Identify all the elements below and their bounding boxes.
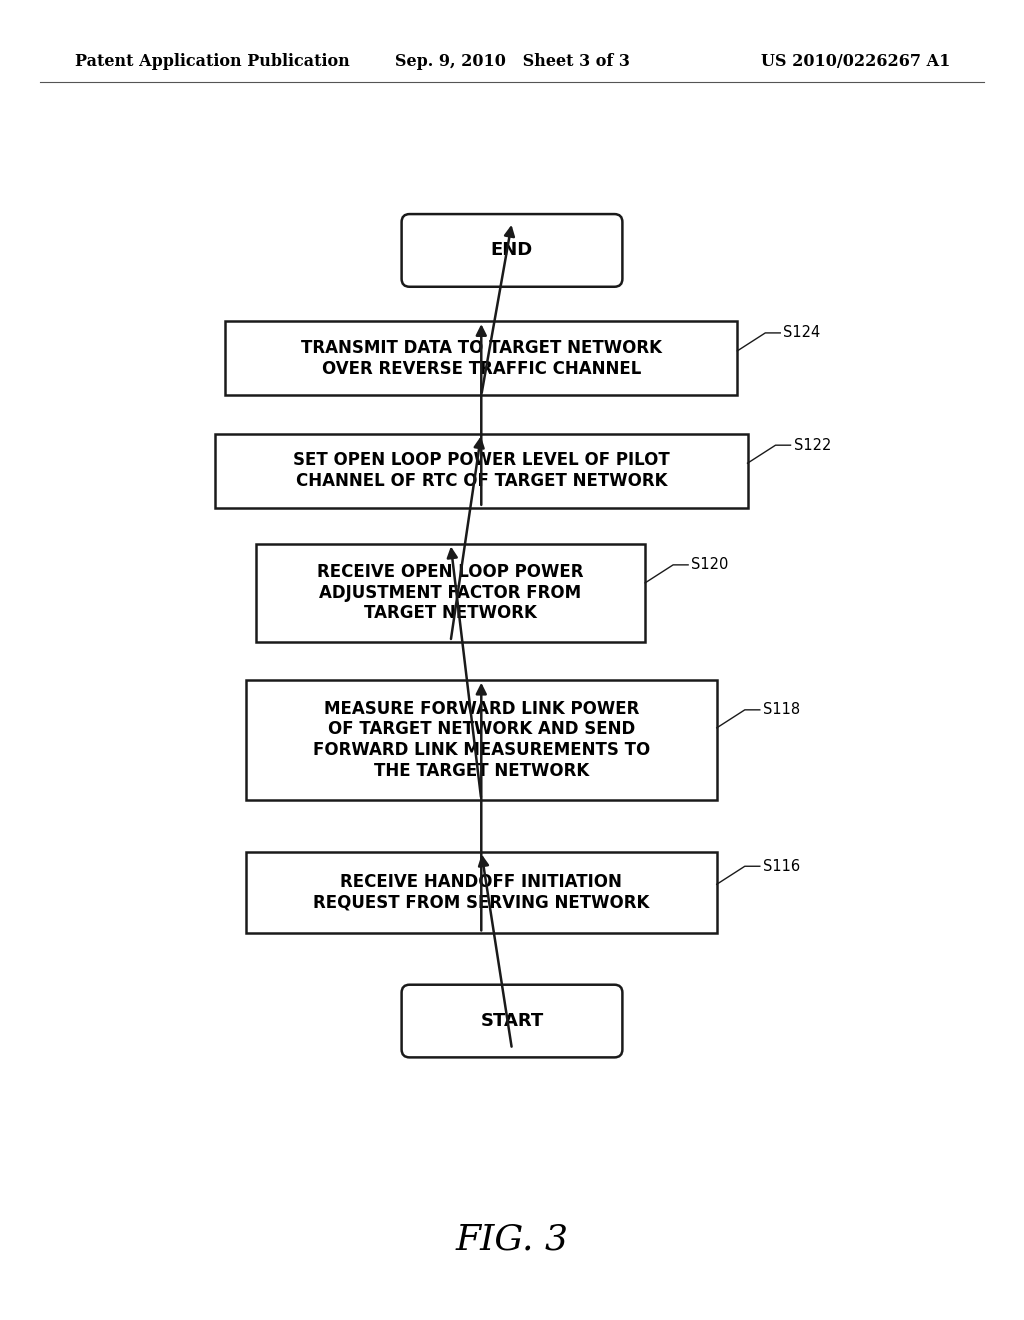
Text: US 2010/0226267 A1: US 2010/0226267 A1 [761,54,950,70]
Bar [246,680,717,800]
Text: S116: S116 [763,859,800,874]
Bar [225,321,737,396]
Text: END: END [490,242,534,260]
FancyBboxPatch shape [401,985,623,1057]
Text: Patent Application Publication: Patent Application Publication [75,54,350,70]
Text: RECEIVE OPEN LOOP POWER
ADJUSTMENT FACTOR FROM
TARGET NETWORK: RECEIVE OPEN LOOP POWER ADJUSTMENT FACTO… [317,562,584,623]
Text: RECEIVE HANDOFF INITIATION
REQUEST FROM SERVING NETWORK: RECEIVE HANDOFF INITIATION REQUEST FROM … [313,873,649,912]
Text: Sep. 9, 2010   Sheet 3 of 3: Sep. 9, 2010 Sheet 3 of 3 [394,54,630,70]
Text: START: START [480,1012,544,1030]
Text: S120: S120 [691,557,728,573]
Bar [256,544,645,642]
Text: FIG. 3: FIG. 3 [456,1224,568,1257]
Text: S122: S122 [794,438,830,453]
Text: S118: S118 [763,702,800,717]
Text: S124: S124 [783,326,820,341]
Bar [246,851,717,933]
FancyBboxPatch shape [401,214,623,286]
Text: TRANSMIT DATA TO TARGET NETWORK
OVER REVERSE TRAFFIC CHANNEL: TRANSMIT DATA TO TARGET NETWORK OVER REV… [301,339,662,378]
Text: MEASURE FORWARD LINK POWER
OF TARGET NETWORK AND SEND
FORWARD LINK MEASUREMENTS : MEASURE FORWARD LINK POWER OF TARGET NET… [312,700,650,780]
Text: SET OPEN LOOP POWER LEVEL OF PILOT
CHANNEL OF RTC OF TARGET NETWORK: SET OPEN LOOP POWER LEVEL OF PILOT CHANN… [293,451,670,490]
Bar [215,433,748,508]
